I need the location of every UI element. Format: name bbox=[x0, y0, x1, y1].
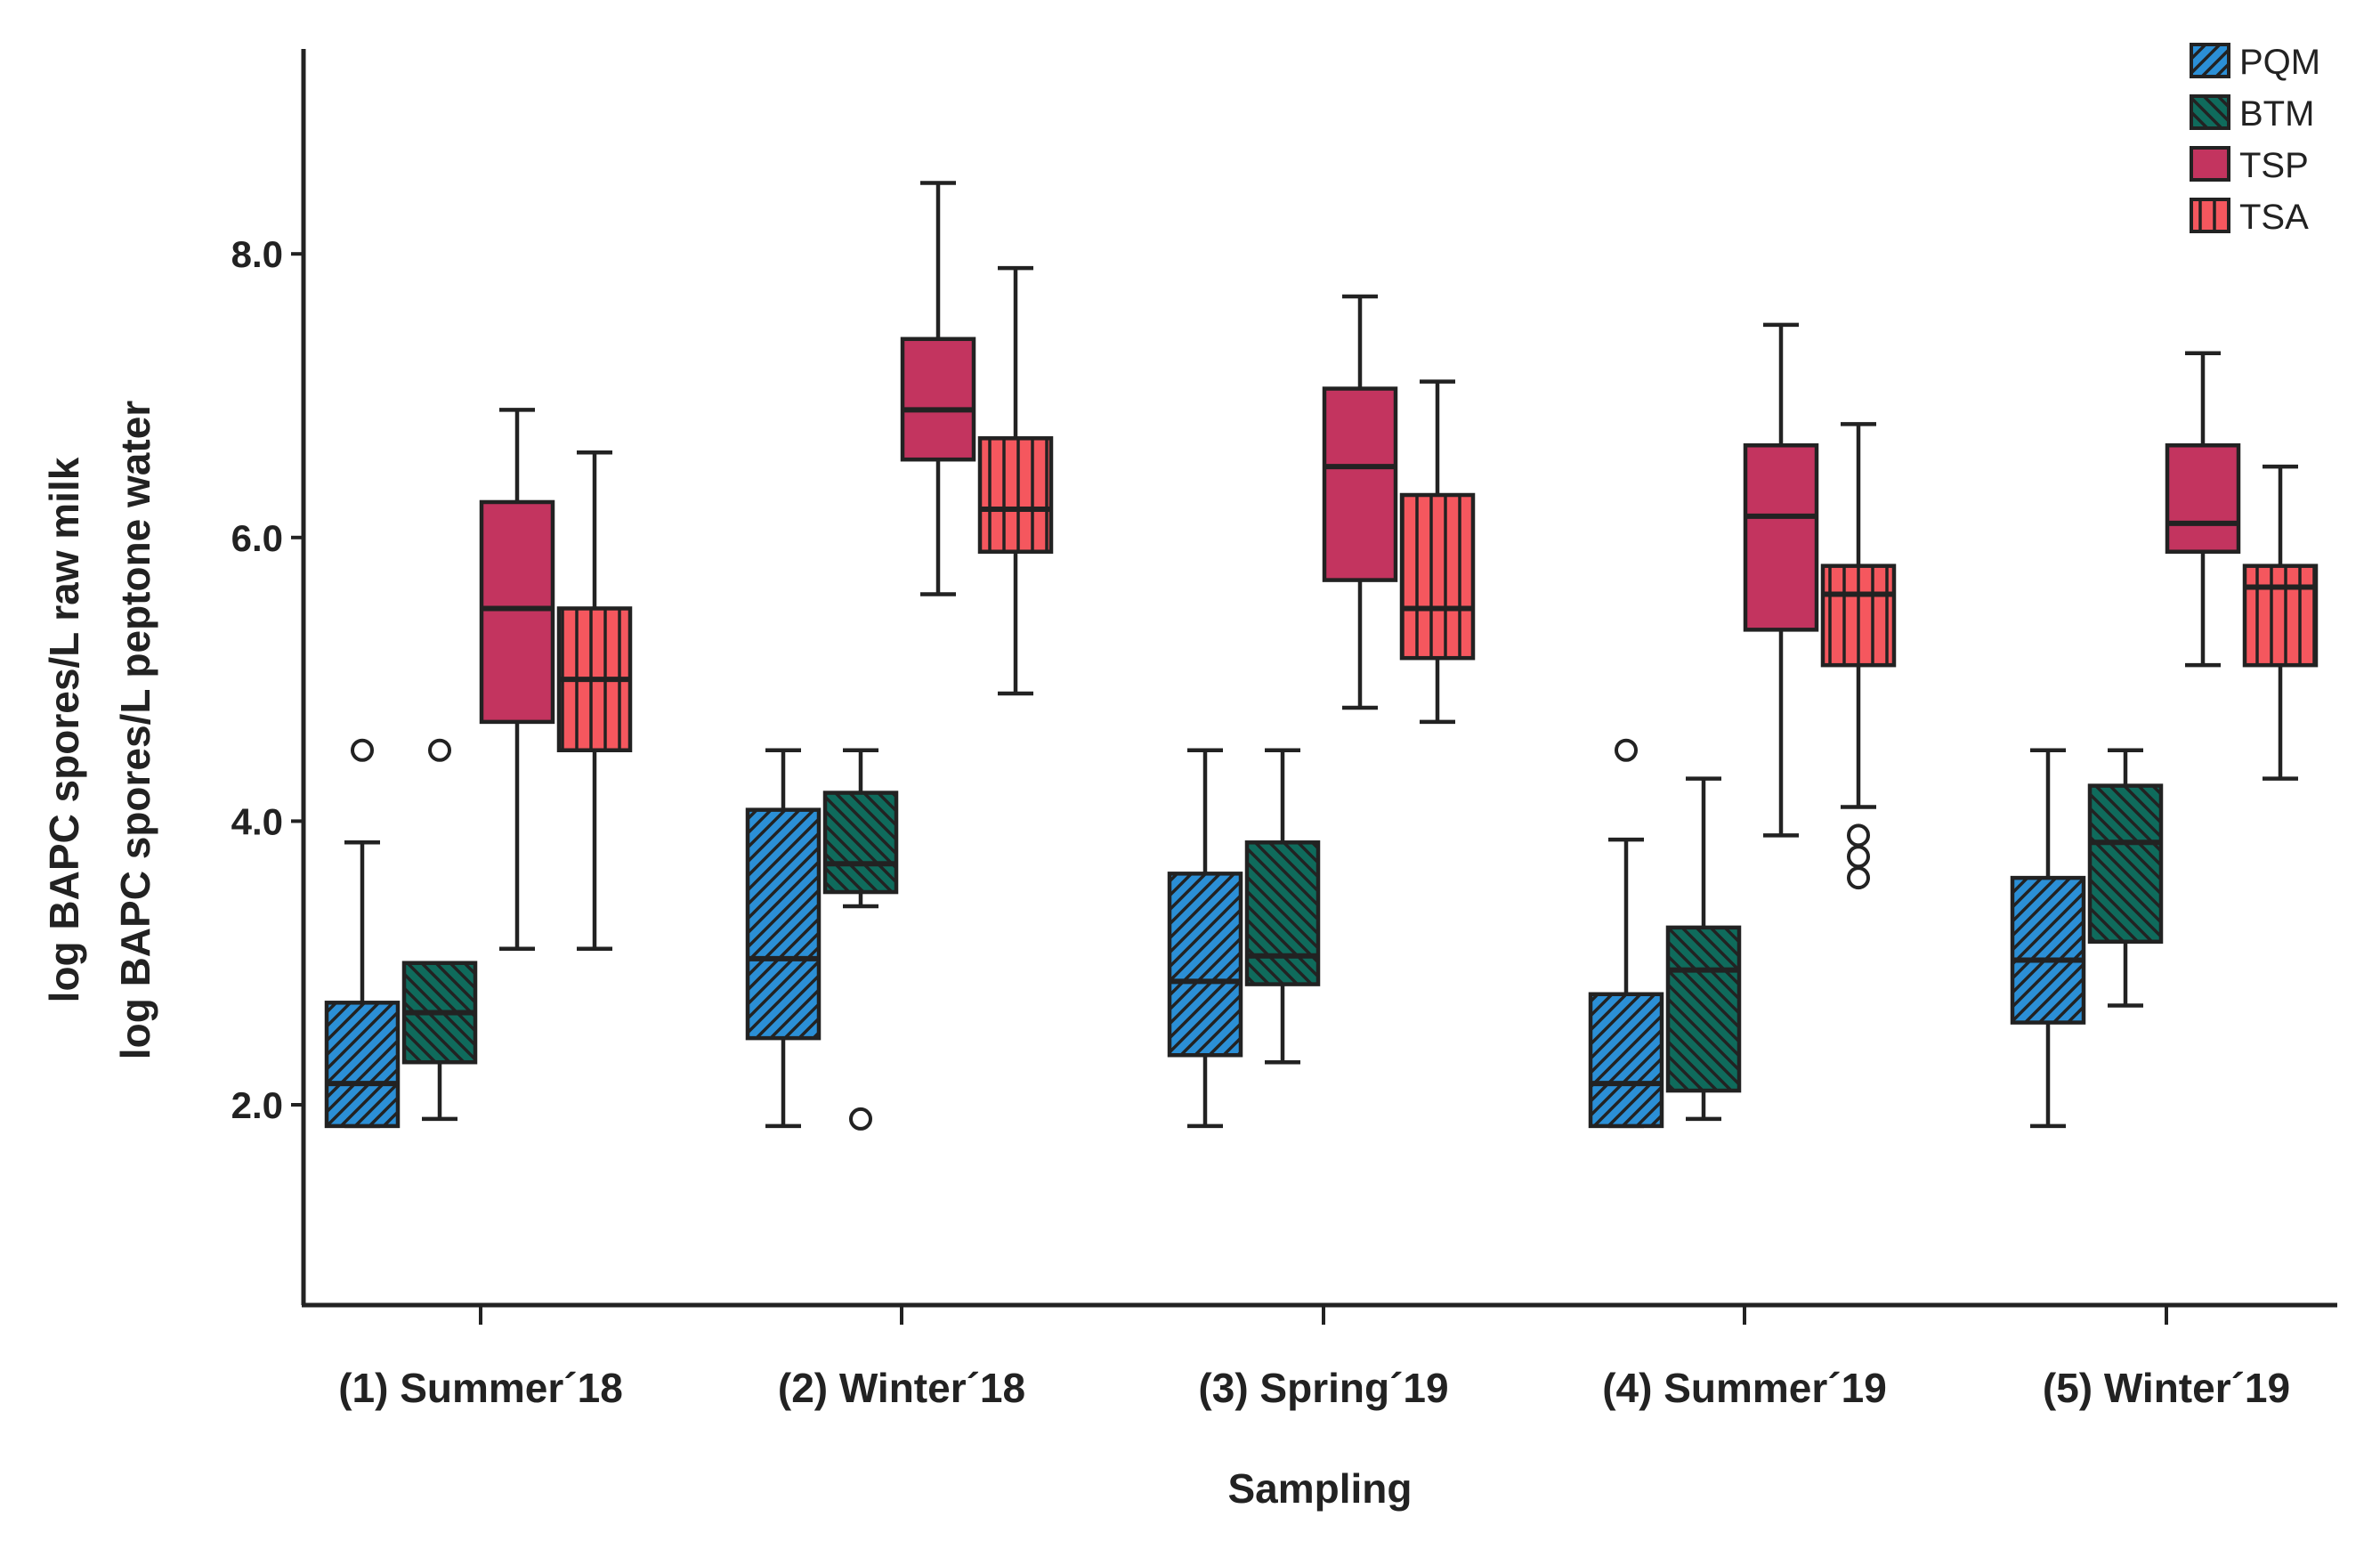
box-iqr bbox=[2165, 443, 2241, 554]
box-btm-5 bbox=[2087, 748, 2164, 1008]
legend-label: BTM bbox=[2239, 94, 2314, 134]
box-iqr bbox=[1399, 492, 1476, 661]
outlier-point bbox=[849, 1107, 872, 1131]
legend-item-tsa: TSA bbox=[2190, 198, 2309, 237]
box-tsp-2 bbox=[900, 181, 976, 596]
outlier-point bbox=[428, 738, 451, 762]
outlier-point bbox=[1847, 823, 1870, 848]
legend-swatch bbox=[2190, 94, 2230, 130]
box-pqm-1 bbox=[324, 738, 401, 1129]
x-tick-label: (2) Winter´18 bbox=[778, 1365, 1025, 1411]
y-axis-title-line2: log BAPC spores/L peptone water bbox=[112, 401, 158, 1059]
box-tsa-3 bbox=[1399, 379, 1476, 725]
y-tick-label: 6.0 bbox=[231, 517, 283, 559]
legend-swatch bbox=[2190, 198, 2230, 233]
x-tick-label: (5) Winter´19 bbox=[2043, 1365, 2290, 1411]
x-tick-label: (3) Spring´19 bbox=[1198, 1365, 1448, 1411]
legend-swatch bbox=[2190, 43, 2230, 78]
box-iqr bbox=[2010, 875, 2086, 1025]
box-pqm-3 bbox=[1167, 748, 1243, 1129]
x-tick-label: (4) Summer´19 bbox=[1602, 1365, 1887, 1411]
box-iqr bbox=[1820, 564, 1897, 668]
box-iqr bbox=[1244, 840, 1321, 986]
outlier-point bbox=[1847, 845, 1870, 869]
box-iqr bbox=[1588, 992, 1664, 1129]
box-iqr bbox=[324, 1001, 401, 1129]
outlier-point bbox=[351, 738, 374, 762]
box-iqr bbox=[1322, 386, 1398, 582]
box-pqm-4 bbox=[1588, 738, 1664, 1129]
legend-item-tsp: TSP bbox=[2190, 146, 2309, 185]
box-iqr bbox=[2087, 783, 2164, 945]
box-tsa-5 bbox=[2242, 464, 2319, 781]
box-iqr bbox=[900, 337, 976, 462]
box-iqr bbox=[2242, 564, 2319, 668]
box-tsp-1 bbox=[479, 408, 555, 952]
box-pqm-5 bbox=[2010, 748, 2086, 1129]
y-axis-title-line1: log BAPC spores/L raw milk bbox=[41, 457, 87, 1002]
x-axis-title: Sampling bbox=[1227, 1465, 1412, 1512]
box-tsp-5 bbox=[2165, 351, 2241, 668]
box-tsa-4 bbox=[1820, 422, 1897, 890]
axes bbox=[301, 49, 2337, 1308]
legend-label: PQM bbox=[2239, 43, 2320, 82]
box-btm-2 bbox=[822, 748, 899, 1131]
legend-item-pqm: PQM bbox=[2190, 43, 2320, 82]
legend-item-btm: BTM bbox=[2190, 94, 2314, 134]
box-iqr bbox=[745, 807, 822, 1041]
box-tsa-1 bbox=[556, 450, 633, 952]
box-btm-3 bbox=[1244, 748, 1321, 1065]
y-tick-label: 4.0 bbox=[231, 800, 283, 842]
outlier-point bbox=[1847, 866, 1870, 890]
box-iqr bbox=[479, 499, 555, 725]
box-pqm-2 bbox=[745, 748, 822, 1129]
legend: PQM BTM TSP TSA bbox=[2190, 43, 2320, 237]
box-iqr bbox=[822, 791, 899, 895]
box-iqr bbox=[1743, 443, 1819, 632]
legend-label: TSA bbox=[2239, 198, 2309, 237]
box-iqr bbox=[1665, 925, 1742, 1093]
box-btm-1 bbox=[401, 738, 478, 1122]
y-ticks: 2.0 4.0 6.0 8.0 bbox=[231, 233, 304, 1126]
box-iqr bbox=[977, 436, 1054, 554]
y-tick-label: 2.0 bbox=[231, 1084, 283, 1126]
box-tsa-2 bbox=[977, 265, 1054, 696]
x-ticks: (1) Summer´18 (2) Winter´18 (3) Spring´19 (… bbox=[338, 1305, 2290, 1411]
legend-label: TSP bbox=[2239, 146, 2309, 185]
box-btm-4 bbox=[1665, 776, 1742, 1122]
boxes bbox=[324, 181, 2319, 1131]
outlier-point bbox=[1615, 738, 1638, 762]
legend-swatch bbox=[2190, 146, 2230, 182]
x-tick-label: (1) Summer´18 bbox=[338, 1365, 623, 1411]
box-tsp-3 bbox=[1322, 294, 1398, 710]
y-tick-label: 8.0 bbox=[231, 233, 283, 275]
box-iqr bbox=[1167, 872, 1243, 1058]
box-tsp-4 bbox=[1743, 322, 1819, 838]
